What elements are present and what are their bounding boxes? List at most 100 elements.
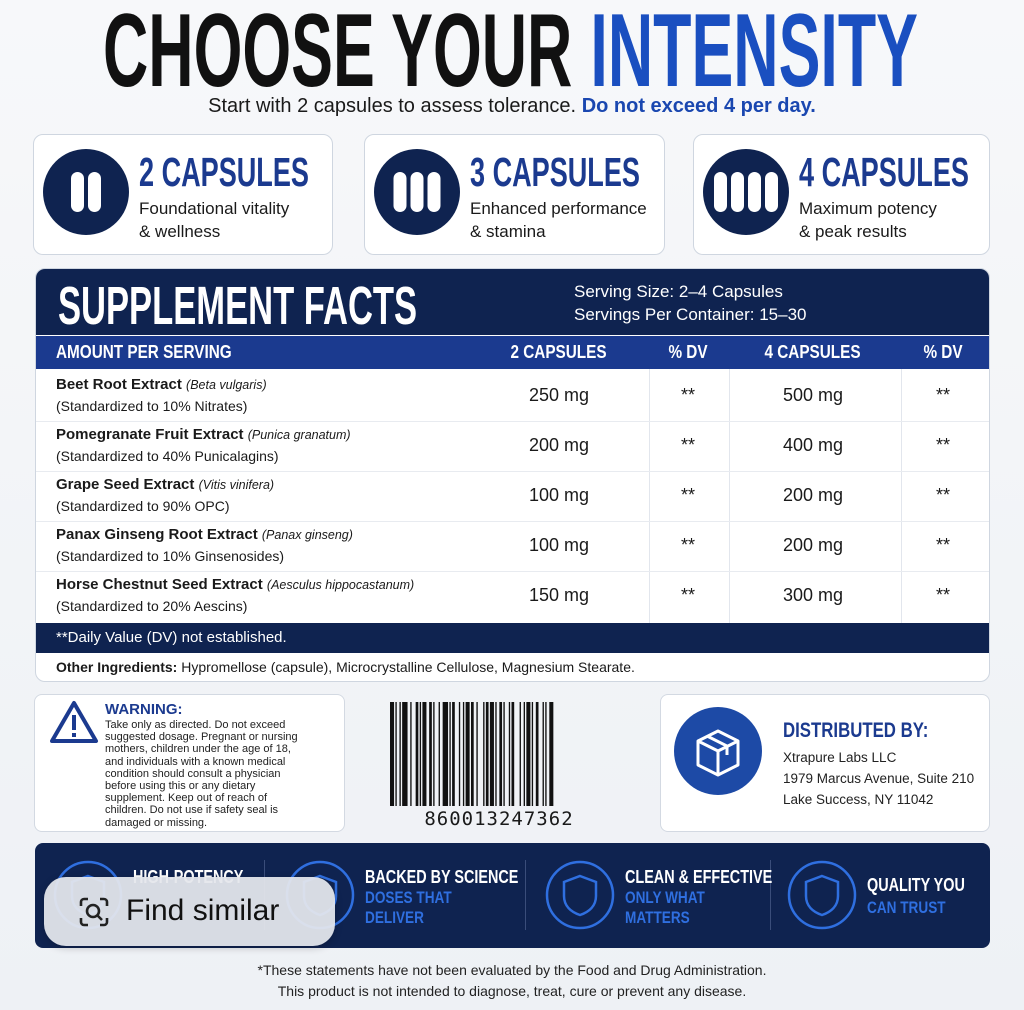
warning-icon	[50, 701, 98, 743]
warning-line: children. Do not use if safety seal is	[105, 804, 279, 817]
title-accent: INTENSITY	[590, 0, 918, 100]
barcode-bar	[395, 702, 397, 806]
icon-circle	[43, 149, 129, 235]
ingredient-latin: (Beta vulgaris)	[186, 378, 267, 392]
card-heading-wrap: 2 CAPSULES	[139, 149, 396, 196]
table-cell: **	[935, 385, 950, 405]
column-header-wrap: % DV	[588, 342, 788, 363]
capsule	[765, 172, 778, 212]
table-cell: **	[680, 385, 695, 405]
subtitle-accent: Do not exceed 4 per day.	[581, 95, 816, 117]
facts-title: SUPPLEMENT FACTS	[58, 276, 418, 336]
other-ingredients: Other Ingredients: Hypromellose (capsule…	[56, 659, 635, 675]
badge-symbol	[562, 874, 598, 917]
barcode-bar	[449, 702, 451, 806]
distributor-line: Xtrapure Labs LLC	[783, 750, 897, 765]
disclaimer-line: This product is not intended to diagnose…	[277, 983, 747, 999]
barcode-bar	[511, 702, 515, 806]
badge-divider	[525, 860, 526, 930]
barcode-bar	[399, 702, 401, 806]
warning-title: WARNING:	[105, 701, 183, 718]
row-divider	[36, 471, 989, 472]
table-cell: 200 mg	[528, 435, 590, 455]
card-heading: 3 CAPSULES	[470, 149, 640, 195]
column-header-bar	[36, 336, 989, 369]
barcode-bar	[523, 702, 525, 806]
warning-line: suggested dosage. Pregnant or nursing	[105, 731, 298, 744]
badge-sub-wrap: DOSES THAT	[365, 888, 473, 908]
warning-line: mothers, children under the age of 18,	[105, 743, 291, 756]
ingredient-name: Beet Root Extract	[56, 376, 182, 393]
warning-text: Take only as directed. Do not exceed sugg…	[105, 719, 298, 829]
barcode-bar	[402, 702, 408, 806]
barcode-bar	[433, 702, 435, 806]
distributor-line: 1979 Marcus Avenue, Suite 210	[783, 771, 975, 786]
find-similar-label: Find similar	[126, 894, 280, 927]
barcode-bar	[438, 702, 440, 806]
capsule	[88, 172, 101, 212]
warning-line: damaged or missing.	[105, 816, 208, 829]
barcode-bar	[442, 702, 449, 806]
card-heading: 2 CAPSULES	[139, 149, 309, 195]
capsule	[731, 172, 744, 212]
barcode-bar	[549, 702, 554, 806]
barcode-bar	[495, 702, 497, 806]
table-cell: 200 mg	[782, 535, 844, 555]
table-cell: 100 mg	[528, 535, 590, 555]
card-description: & peak results	[799, 222, 907, 241]
capsule-icon	[374, 149, 460, 235]
box-icon	[674, 707, 762, 795]
barcode-bar	[462, 702, 465, 806]
badge-sub-wrap: CAN TRUST	[867, 898, 965, 918]
warning-line: supplement. Keep out of reach of	[105, 792, 268, 805]
capsule-icon	[703, 149, 789, 235]
table-cell: **	[680, 535, 695, 555]
ingredient-standard: (Standardized to 90% OPC)	[56, 498, 230, 514]
badge-title: BACKED BY SCIENCE	[365, 867, 519, 887]
disclaimer-line: *These statements have not been evaluate…	[257, 962, 767, 978]
barcode-bar	[489, 702, 494, 806]
capsule-icon	[43, 149, 129, 235]
table-cell: 100 mg	[528, 485, 590, 505]
barcode-bar	[429, 702, 432, 806]
column-divider	[729, 369, 730, 623]
table-cell: 150 mg	[528, 585, 590, 605]
column-header: 4 CAPSULES	[764, 342, 862, 362]
column-divider	[901, 369, 902, 623]
icon-circle	[703, 149, 789, 235]
subtitle: Start with 2 capsules to assess toleranc…	[0, 95, 1024, 118]
ingredient: Pomegranate Fruit Extract (Punica granat…	[56, 426, 351, 443]
badge-subtitle: DELIVER	[365, 908, 424, 927]
ingredient-standard: (Standardized to 40% Punicalagins)	[56, 448, 279, 464]
card-description: & stamina	[470, 222, 546, 241]
barcode-bar	[499, 702, 503, 806]
other-label: Other Ingredients:	[56, 659, 178, 675]
barcode-bar	[390, 702, 395, 806]
table-cell: **	[935, 435, 950, 455]
footnote-bar	[36, 623, 989, 653]
supplement-facts: SUPPLEMENT FACTS Serving Size: 2–4 Capsu…	[35, 268, 990, 682]
badge-title: CLEAN & EFFECTIVE	[625, 867, 773, 887]
capsule	[71, 172, 84, 212]
ingredient: Horse Chestnut Seed Extract (Aesculus hi…	[56, 576, 414, 593]
badge-title: QUALITY YOU	[867, 875, 965, 895]
barcode-bar	[410, 702, 412, 806]
ingredient-standard: (Standardized to 20% Aescins)	[56, 598, 248, 614]
ingredient: Beet Root Extract (Beta vulgaris)	[56, 376, 267, 393]
barcode-bar	[465, 702, 470, 806]
column-header: AMOUNT PER SERVING	[56, 342, 232, 362]
badge-title-wrap: BACKED BY SCIENCE	[365, 867, 557, 888]
other-text: Hypromellose (capsule), Microcrystalline…	[181, 659, 635, 675]
ingredient-latin: (Punica granatum)	[247, 428, 351, 442]
barcode-bar	[471, 702, 474, 806]
find-similar-button[interactable]: Find similar	[44, 877, 335, 946]
distributor-box: DISTRIBUTED BY: Xtrapure Labs LLC 1979 Ma…	[660, 694, 990, 832]
badge-title-wrap: QUALITY YOU	[867, 875, 989, 896]
barcode-bar	[535, 702, 539, 806]
table-cell: 400 mg	[782, 435, 844, 455]
title-block: CHOOSE YOURINTENSITY	[103, 0, 918, 100]
capsule	[410, 172, 424, 212]
badge-icon	[545, 860, 615, 930]
ingredient-latin: (Aesculus hippocastanum)	[266, 578, 415, 592]
column-header-wrap: 2 CAPSULES	[459, 342, 659, 363]
